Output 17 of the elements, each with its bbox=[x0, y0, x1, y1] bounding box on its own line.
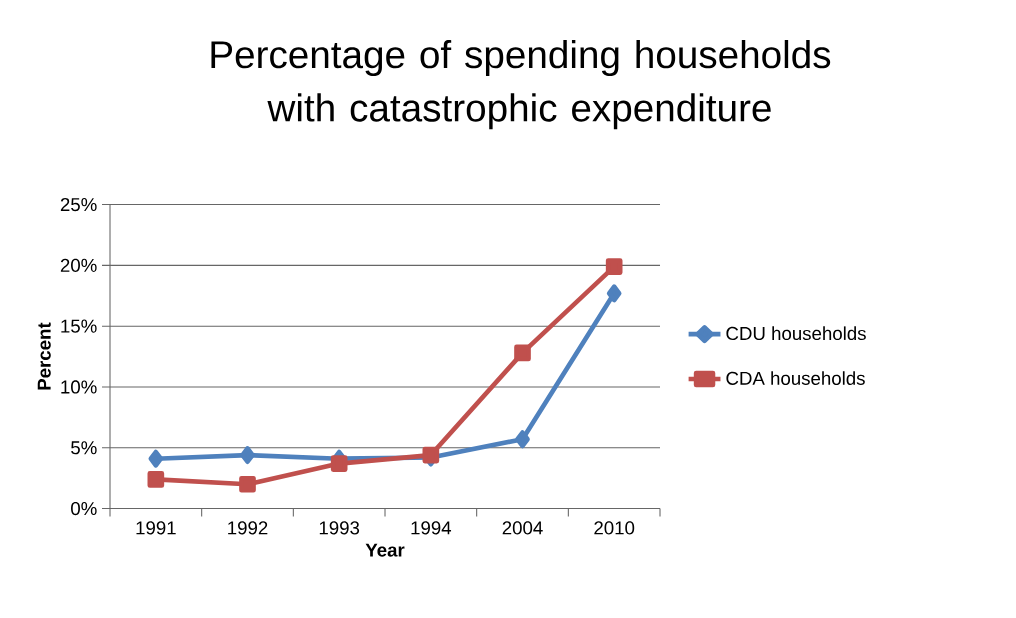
x-tick-label: 1993 bbox=[319, 521, 360, 535]
x-tick-label: 2010 bbox=[594, 521, 635, 535]
y-tick-label: 20% bbox=[60, 258, 97, 272]
y-tick-label: 5% bbox=[71, 441, 97, 455]
x-axis-title: Year bbox=[365, 543, 405, 557]
x-tick-label: 2004 bbox=[502, 521, 543, 535]
x-tick-label: 1991 bbox=[136, 521, 176, 535]
x-tick-label: 1994 bbox=[411, 521, 452, 535]
y-tick-label: 15% bbox=[61, 319, 97, 333]
chart-title: Percentage of spending households with catastrophic expenditure bbox=[211, 39, 831, 130]
legend-label: CDU households bbox=[726, 326, 866, 341]
y-axis-title: Percent bbox=[37, 322, 51, 390]
y-tick-label: 0% bbox=[71, 501, 97, 516]
legend-label: CDA households bbox=[726, 371, 865, 385]
x-tick-label: 1992 bbox=[228, 521, 268, 535]
y-tick-label: 10% bbox=[61, 380, 97, 394]
y-tick-label: 25% bbox=[60, 197, 97, 212]
